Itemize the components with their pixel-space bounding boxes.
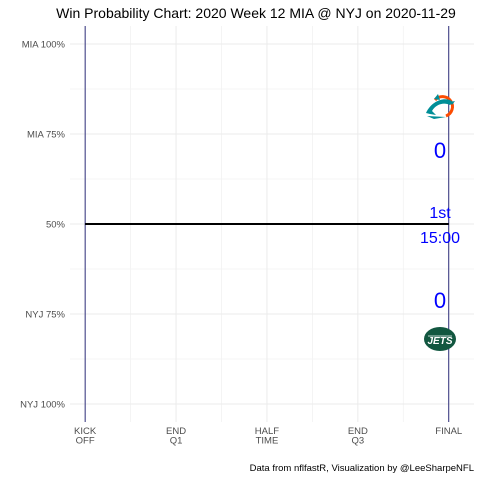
x-tick-label: HALF TIME — [255, 426, 279, 447]
y-tick-label: NYJ 75% — [25, 310, 65, 321]
game-quarter: 1st — [429, 205, 451, 222]
y-axis-ticks: MIA 100% MIA 75% 50% NYJ 75% NYJ 100% — [20, 40, 65, 411]
away-score: 0 — [434, 288, 446, 313]
x-axis-ticks: KICK OFF END Q1 HALF TIME END Q3 FINAL — [74, 426, 462, 447]
y-tick-label: NYJ 100% — [20, 400, 65, 411]
game-clock: 15:00 — [420, 230, 460, 247]
y-tick-label: 50% — [46, 220, 66, 231]
jets-wordmark: JETS — [427, 336, 452, 347]
x-tick-label: END Q3 — [348, 426, 368, 447]
chart-title: Win Probability Chart: 2020 Week 12 MIA … — [56, 5, 456, 21]
miami-dolphins-logo — [426, 94, 455, 119]
y-tick-label: MIA 100% — [22, 40, 66, 51]
x-tick-label: KICK OFF — [74, 426, 97, 447]
y-tick-label: MIA 75% — [27, 130, 66, 141]
home-score: 0 — [434, 138, 446, 163]
x-tick-label: END Q1 — [166, 426, 186, 447]
x-tick-label: FINAL — [435, 426, 462, 437]
new-york-jets-logo: JETS — [424, 327, 456, 351]
chart-caption: Data from nflfastR, Visualization by @Le… — [250, 463, 474, 474]
